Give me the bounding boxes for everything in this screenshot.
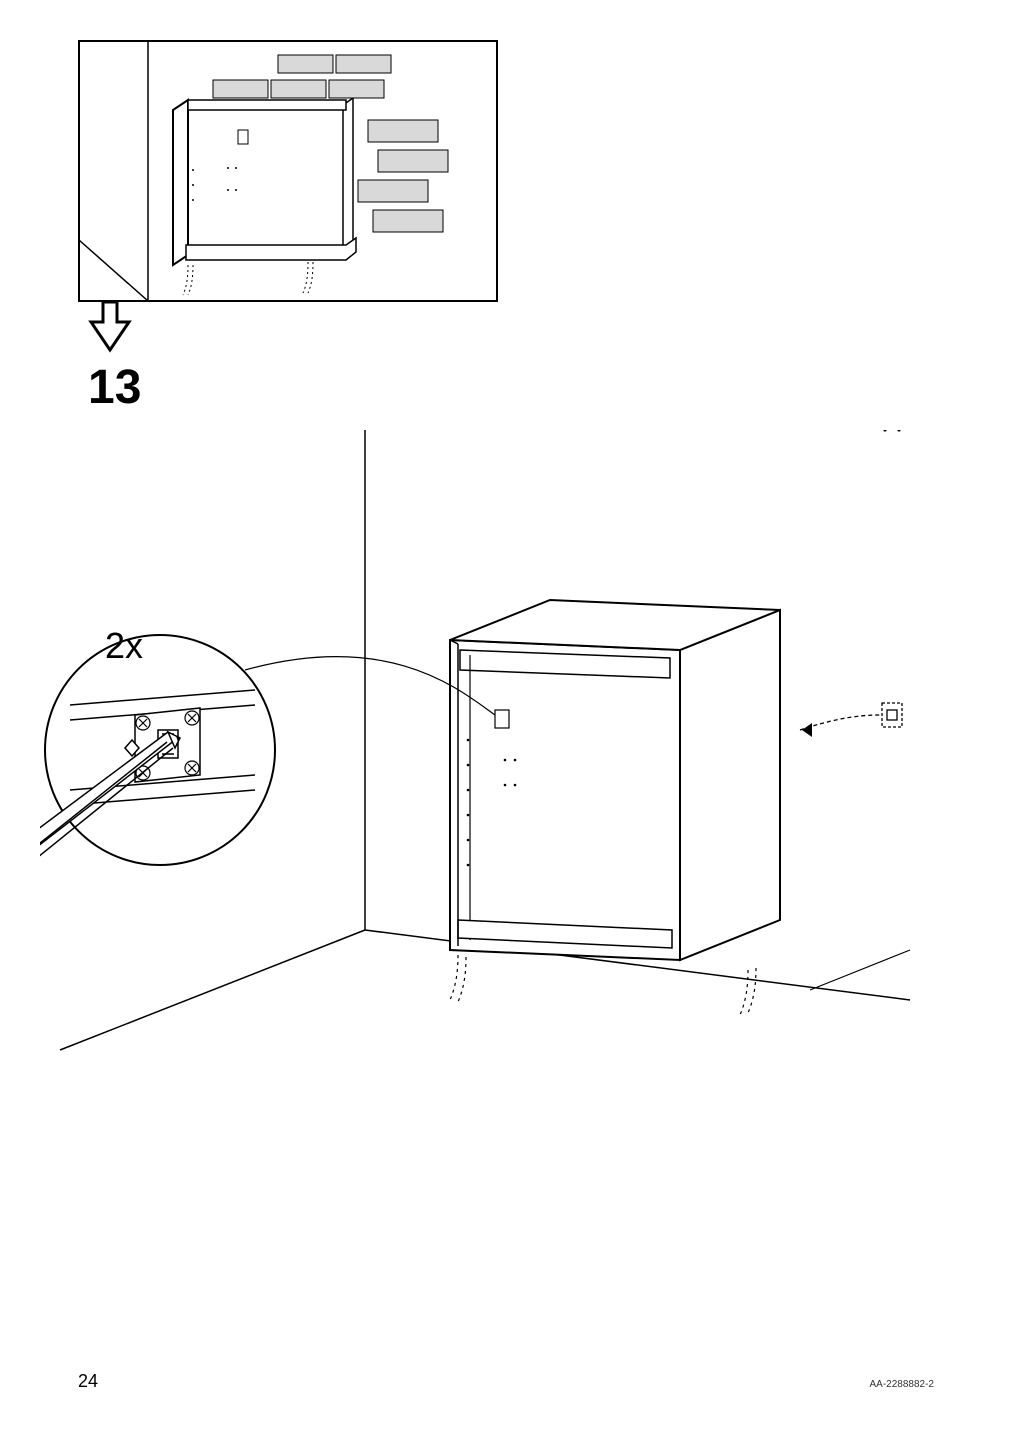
step-number: 13 <box>88 360 141 415</box>
upper-illustration <box>78 40 498 320</box>
document-code: AA-2288882-2 <box>870 1379 935 1390</box>
quantity-label: 2x <box>105 625 143 667</box>
page: 13 <box>0 0 1012 1432</box>
main-illustration <box>40 430 940 1070</box>
page-number: 24 <box>78 1371 98 1392</box>
down-arrow-icon <box>85 300 135 355</box>
